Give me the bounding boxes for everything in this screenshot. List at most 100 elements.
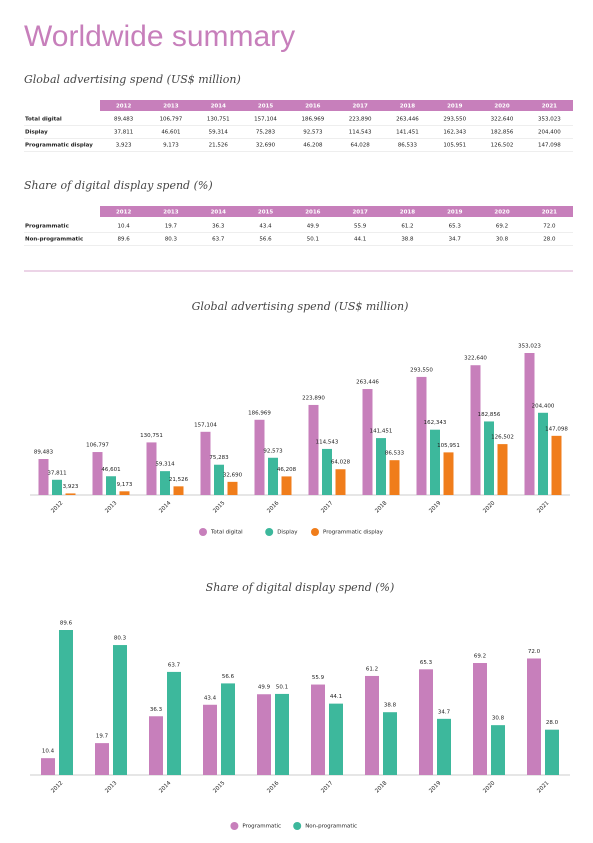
- bar: [335, 469, 346, 495]
- column-header: 2019: [447, 209, 462, 215]
- data-label: 19.7: [96, 734, 109, 740]
- bar: [113, 645, 127, 775]
- data-label: 105,951: [437, 443, 460, 449]
- data-label: 75,283: [209, 455, 229, 461]
- table-cell: 10.4: [118, 224, 131, 230]
- table-cell: 37,811: [114, 130, 133, 136]
- column-header: 2017: [352, 103, 367, 109]
- data-label: 182,856: [478, 412, 501, 418]
- data-label: 44.1: [330, 694, 342, 700]
- x-tick-label: 2019: [428, 500, 442, 514]
- legend-label: Programmatic display: [323, 530, 384, 536]
- data-label: 186,969: [248, 410, 271, 416]
- x-tick-label: 2020: [482, 500, 496, 514]
- data-label: 89,483: [34, 450, 54, 456]
- x-tick-label: 2016: [266, 500, 280, 514]
- data-label: 130,751: [140, 433, 163, 439]
- legend-label: Programmatic: [242, 824, 281, 830]
- bar: [214, 464, 224, 495]
- x-tick-label: 2015: [212, 780, 226, 794]
- table-cell: 92,573: [303, 130, 323, 136]
- data-label: 32,690: [223, 472, 243, 478]
- table-cell: 56.6: [259, 237, 272, 243]
- data-label: 30.8: [492, 716, 505, 722]
- column-header: 2017: [352, 209, 367, 215]
- x-tick-label: 2016: [266, 780, 280, 794]
- bar: [281, 476, 292, 495]
- data-label: 46,601: [101, 467, 120, 473]
- column-header: 2012: [116, 103, 131, 109]
- table-cell: 223,890: [349, 117, 372, 123]
- bar: [308, 404, 319, 495]
- data-label: 38.8: [384, 703, 397, 709]
- bar: [200, 431, 211, 495]
- chart-title: Global advertising spend (US$ million): [192, 300, 409, 313]
- x-tick-label: 2014: [158, 780, 172, 794]
- table-cell: 61.2: [401, 224, 413, 230]
- bar: [443, 452, 454, 495]
- table-cell: 50.1: [307, 237, 319, 243]
- bar: [524, 353, 535, 495]
- table-cell: 157,104: [254, 117, 277, 123]
- table-header: [100, 206, 573, 217]
- table-cell: 55.9: [354, 224, 367, 230]
- data-label: 162,343: [424, 420, 447, 426]
- column-header: 2013: [163, 103, 178, 109]
- bar: [203, 704, 217, 775]
- chart-title: Share of digital display spend (%): [206, 581, 395, 594]
- legend-label: Non-programmatic: [305, 824, 357, 830]
- bar: [437, 718, 451, 775]
- table-cell: 64,028: [351, 143, 371, 149]
- bar: [119, 491, 130, 495]
- table-title: Share of digital display spend (%): [24, 179, 213, 192]
- column-header: 2020: [494, 209, 509, 215]
- row-label: Total digital: [25, 117, 62, 123]
- data-label: 63.7: [168, 662, 181, 668]
- column-header: 2012: [116, 209, 131, 215]
- table-cell: 162,343: [443, 130, 466, 136]
- bar: [167, 671, 181, 775]
- data-label: 36.3: [150, 707, 163, 713]
- data-label: 157,104: [194, 422, 217, 428]
- data-label: 114,543: [316, 439, 339, 445]
- data-label: 204,400: [532, 403, 555, 409]
- table-cell: 36.3: [212, 224, 225, 230]
- x-tick-label: 2015: [212, 500, 226, 514]
- table-cell: 186,969: [301, 117, 324, 123]
- x-tick-label: 2014: [158, 500, 172, 514]
- x-tick-label: 2013: [104, 500, 118, 514]
- bar: [41, 758, 55, 775]
- bar: [383, 712, 397, 775]
- bar: [52, 479, 62, 495]
- table-cell: 19.7: [165, 224, 178, 230]
- table-cell: 89.6: [118, 237, 131, 243]
- data-label: 353,023: [518, 344, 541, 350]
- bar: [65, 493, 76, 495]
- data-label: 43.4: [204, 695, 217, 701]
- column-header: 2015: [258, 103, 273, 109]
- x-tick-label: 2019: [428, 780, 442, 794]
- data-label: 61.2: [366, 666, 378, 672]
- table-cell: 34.7: [449, 237, 462, 243]
- table-cell: 141,451: [396, 130, 419, 136]
- legend-label: Display: [277, 530, 298, 536]
- table-cell: 43.4: [259, 224, 272, 230]
- column-header: 2019: [447, 103, 462, 109]
- table-cell: 28.0: [543, 237, 556, 243]
- bar: [149, 716, 163, 775]
- table-title: Global advertising spend (US$ million): [24, 73, 241, 86]
- column-header: 2020: [494, 103, 509, 109]
- table-cell: 80.3: [165, 237, 178, 243]
- bar: [389, 460, 400, 495]
- data-label: 9,173: [117, 482, 133, 488]
- data-label: 28.0: [546, 720, 559, 726]
- bar: [257, 694, 271, 775]
- bar: [146, 442, 157, 495]
- data-label: 65.3: [420, 660, 433, 666]
- column-header: 2021: [542, 103, 557, 109]
- data-label: 293,550: [410, 367, 433, 373]
- table-cell: 59,314: [209, 130, 229, 136]
- column-header: 2018: [400, 209, 415, 215]
- legend-swatch: [230, 822, 239, 830]
